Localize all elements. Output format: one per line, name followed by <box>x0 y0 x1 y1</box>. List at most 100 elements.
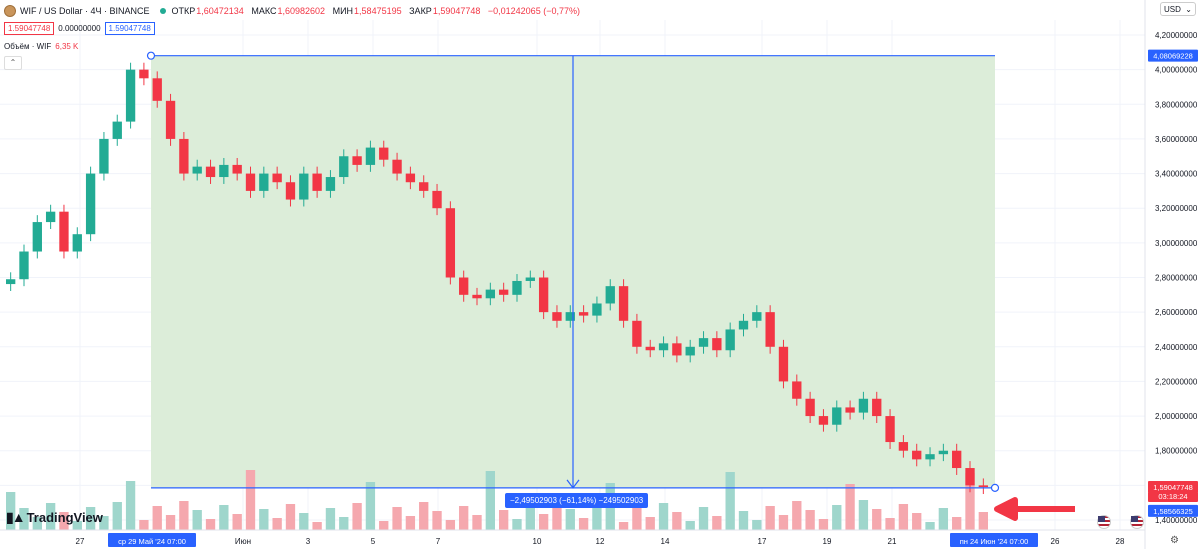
time-tick-label: 26 <box>1051 537 1060 546</box>
candle <box>538 277 549 313</box>
volume-bar <box>525 505 535 530</box>
volume-bar <box>832 505 842 530</box>
volume-bar <box>392 507 402 530</box>
volume-bar <box>99 516 109 530</box>
us-flag-icon[interactable] <box>1097 515 1111 529</box>
time-axis: 27 Июн 3 5 7 10 12 14 17 19 21 26 28 <box>0 529 1145 546</box>
volume-bar <box>405 516 416 530</box>
candle <box>592 303 602 316</box>
collapse-legend-button[interactable]: ⌃ <box>4 56 22 70</box>
price-axis: 4,20000000 4,00000000 3,80000000 3,60000000… <box>1144 0 1198 549</box>
tradingview-logo[interactable]: ▮▲ TradingView <box>6 509 103 526</box>
start-date-badge-bg <box>108 533 196 547</box>
candle <box>472 294 482 299</box>
candle <box>405 173 416 183</box>
volume-bar <box>5 492 16 530</box>
volume-bar <box>219 505 229 530</box>
candle <box>179 138 189 174</box>
volume-bar <box>325 508 336 530</box>
volume-bar <box>738 511 749 530</box>
start-date-badge: ср 29 Май '24 07:00 <box>118 537 186 546</box>
volume-bar <box>898 504 909 530</box>
bottom-price-badge: 1,58566325 <box>1153 507 1193 516</box>
candle <box>85 173 96 235</box>
time-tick-label: 27 <box>76 537 85 546</box>
volume-bar <box>685 521 695 530</box>
close-label: ЗАКР <box>409 6 432 16</box>
high-value: 1,60982602 <box>277 6 326 16</box>
candle <box>205 166 216 178</box>
last-price-badge-bg <box>1148 481 1198 494</box>
candle <box>685 346 695 356</box>
measure-tool[interactable] <box>146 51 1000 492</box>
market-status-icon <box>159 8 166 14</box>
price-tick-label: 2,40000000 <box>1155 343 1198 352</box>
end-date-badge: пн 24 Июн '24 07:00 <box>960 537 1029 546</box>
volume-bar <box>845 484 855 530</box>
measure-handle[interactable] <box>146 51 156 60</box>
candle <box>618 286 629 321</box>
price-tick-label: 2,00000000 <box>1155 412 1198 421</box>
candle <box>165 100 176 139</box>
candle <box>299 173 309 200</box>
candle <box>419 182 429 191</box>
candle <box>645 346 655 351</box>
volume-bar <box>938 508 949 530</box>
volume-legend: Объём · WIF 6,35 K <box>4 42 78 51</box>
time-tick-label: 17 <box>758 537 767 546</box>
volume-bar <box>85 507 96 530</box>
settings-icon[interactable]: ⚙ <box>1170 535 1179 546</box>
volume-bar <box>925 522 935 530</box>
time-tick-label: Июн <box>235 537 251 546</box>
candle <box>712 338 722 351</box>
price-tick-label: 1,80000000 <box>1155 447 1198 456</box>
top-price-badge-bg <box>1148 49 1198 62</box>
volume-bar <box>632 508 642 530</box>
bottom-price-badge-bg <box>1148 504 1198 517</box>
buy-price-button[interactable]: 1.59047748 <box>104 22 155 35</box>
currency-select[interactable]: USD ⌄ <box>1160 2 1196 16</box>
volume-bar <box>312 522 322 530</box>
volume-bar <box>752 520 762 530</box>
candle <box>459 277 469 295</box>
brand-name: TradingView <box>26 510 103 525</box>
volume-bar <box>912 513 922 530</box>
candle <box>365 147 376 165</box>
volume-bar <box>792 501 802 530</box>
candle <box>938 450 949 455</box>
candle <box>99 138 109 174</box>
price-tick-label: 2,80000000 <box>1155 274 1198 283</box>
volume-bar <box>858 500 869 530</box>
volume-bar <box>472 515 482 530</box>
volume-bar <box>498 510 509 530</box>
volume-bar <box>712 516 722 530</box>
volume-bar <box>565 509 575 530</box>
candle <box>778 346 789 382</box>
volume-bar <box>978 512 989 530</box>
volume-bar <box>165 515 176 530</box>
sell-price-button[interactable]: 1.59047748 <box>4 22 55 35</box>
candle <box>858 398 869 413</box>
time-tick-label: 7 <box>436 537 441 546</box>
volume-bar <box>459 506 469 530</box>
us-flag-icon[interactable] <box>1130 515 1144 529</box>
candle <box>885 416 895 443</box>
volume-bar <box>445 520 456 530</box>
candle <box>339 156 349 178</box>
high-label: МАКС <box>251 6 277 16</box>
time-tick-label: 12 <box>596 537 605 546</box>
candle <box>912 450 922 460</box>
candle <box>965 468 975 486</box>
candle <box>632 320 642 347</box>
low-label: МИН <box>332 6 354 16</box>
candle <box>432 190 442 209</box>
volume-bar <box>259 509 269 530</box>
volume-bar <box>232 514 242 530</box>
volume-bars <box>5 470 989 530</box>
volume-bar <box>299 513 309 530</box>
candle <box>32 222 42 252</box>
measure-handle[interactable] <box>990 483 1000 492</box>
symbol-title[interactable]: WIF / US Dollar · 4Ч · BINANCE <box>20 6 150 16</box>
volume-bar <box>778 515 789 530</box>
